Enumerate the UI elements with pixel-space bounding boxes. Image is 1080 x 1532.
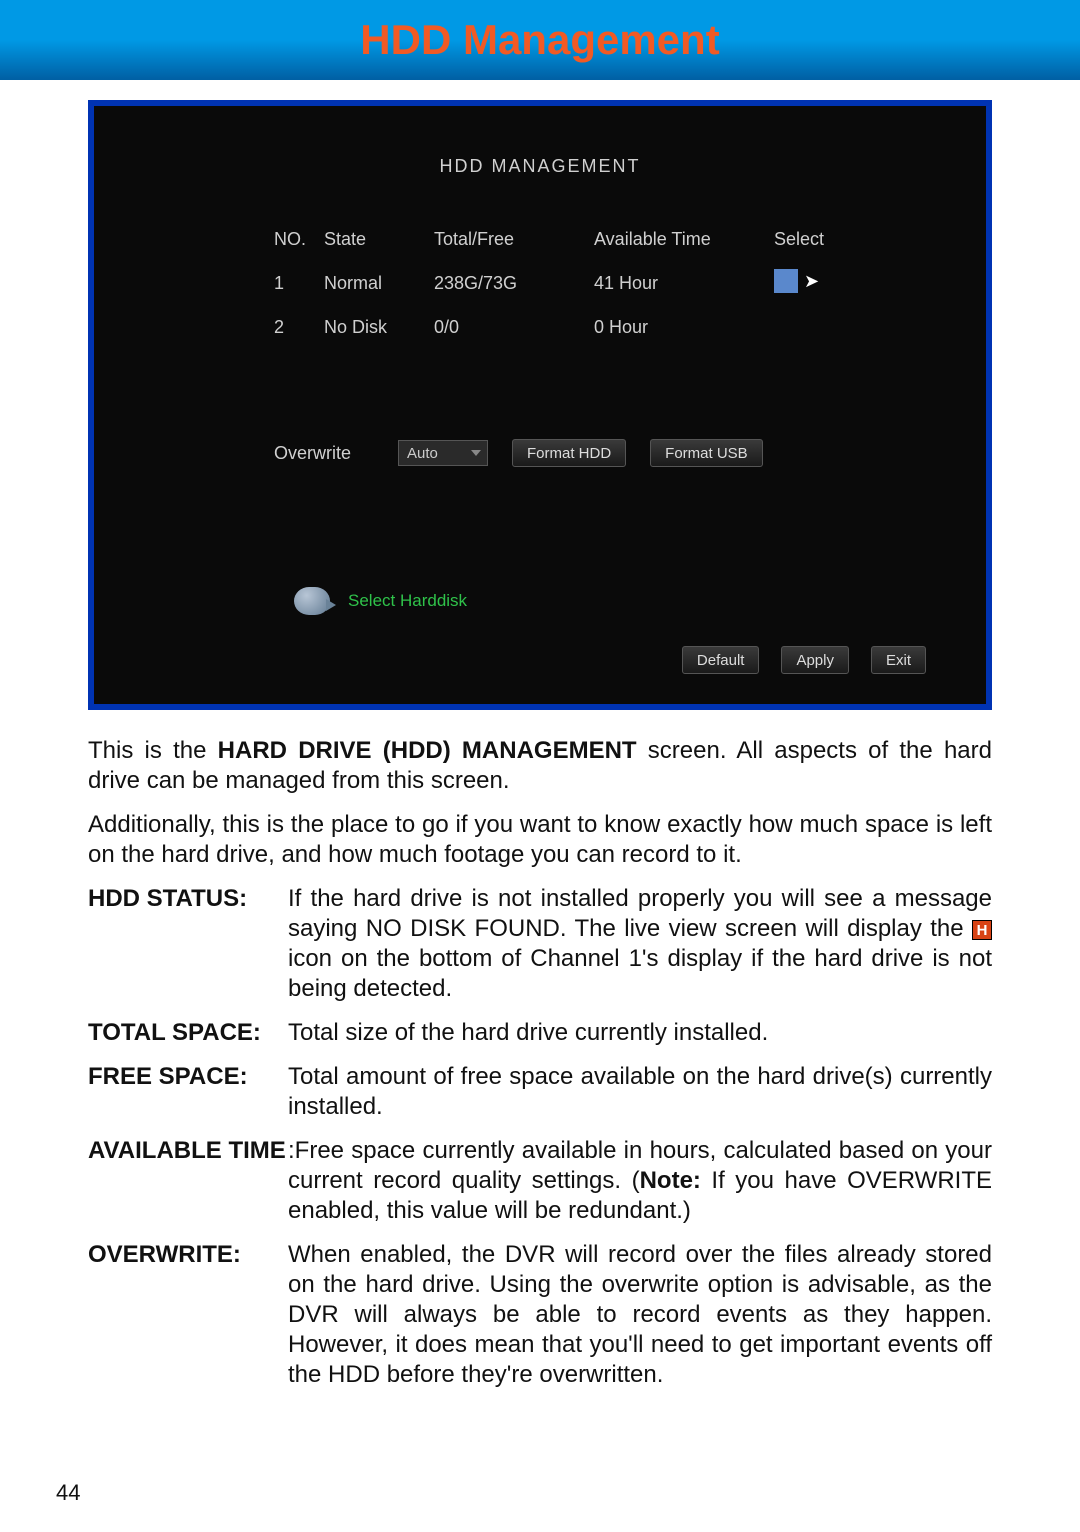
def-available-time: AVAILABLE TIME :Free space currently ava… [88,1136,992,1226]
overwrite-dropdown[interactable]: Auto [398,440,488,466]
def-overwrite: OVERWRITE: When enabled, the DVR will re… [88,1240,992,1390]
overwrite-label: Overwrite [274,443,374,464]
apply-button[interactable]: Apply [781,646,849,674]
def-desc: :Free space currently available in hours… [288,1136,992,1226]
table-row: 2 No Disk 0/0 0 Hour [274,305,906,349]
def-desc: Total amount of free space available on … [288,1062,992,1122]
default-button[interactable]: Default [682,646,760,674]
hdd-table: NO. State Total/Free Available Time Sele… [274,217,906,349]
def-term: OVERWRITE: [88,1240,288,1390]
col-no: NO. [274,229,324,250]
dvr-screenshot: HDD MANAGEMENT NO. State Total/Free Avai… [88,100,992,710]
screenshot-title: HDD MANAGEMENT [134,156,946,177]
bottom-buttons: Default Apply Exit [682,646,926,674]
page-number: 44 [56,1480,80,1506]
exit-button[interactable]: Exit [871,646,926,674]
speech-bubble-icon [294,587,330,615]
def-desc: Total size of the hard drive currently i… [288,1018,992,1048]
page-title: HDD Management [0,0,1080,80]
cell-state: No Disk [324,317,434,338]
cursor-icon: ➤ [804,271,819,292]
cell-at: 0 Hour [594,317,774,338]
page-content: HDD MANAGEMENT NO. State Total/Free Avai… [0,80,1080,1390]
format-hdd-button[interactable]: Format HDD [512,439,626,467]
format-usb-button[interactable]: Format USB [650,439,763,467]
col-sel: Select [774,229,874,250]
col-at: Available Time [594,229,774,250]
overwrite-value: Auto [407,445,438,462]
cell-tf: 238G/73G [434,273,594,294]
cell-state: Normal [324,273,434,294]
controls-row: Overwrite Auto Format HDD Format USB [274,439,946,467]
chevron-down-icon [471,450,481,456]
cell-tf: 0/0 [434,317,594,338]
col-tf: Total/Free [434,229,594,250]
table-row: 1 Normal 238G/73G 41 Hour ➤ [274,261,906,305]
def-term: TOTAL SPACE: [88,1018,288,1048]
def-desc: If the hard drive is not installed prope… [288,884,992,1004]
hint-row: Select Harddisk [294,587,946,615]
def-term: HDD STATUS: [88,884,288,1004]
paragraph-1: This is the HARD DRIVE (HDD) MANAGEMENT … [88,736,992,796]
def-term: FREE SPACE: [88,1062,288,1122]
paragraph-2: Additionally, this is the place to go if… [88,810,992,870]
cell-at: 41 Hour [594,273,774,294]
col-state: State [324,229,434,250]
header-bar: HDD Management [0,0,1080,80]
def-total-space: TOTAL SPACE: Total size of the hard driv… [88,1018,992,1048]
hint-text: Select Harddisk [348,591,467,611]
h-icon: H [972,920,992,940]
select-checkbox[interactable]: ➤ [774,269,798,293]
cell-no: 1 [274,273,324,294]
def-hdd-status: HDD STATUS: If the hard drive is not ins… [88,884,992,1004]
def-desc: When enabled, the DVR will record over t… [288,1240,992,1390]
table-header-row: NO. State Total/Free Available Time Sele… [274,217,906,261]
cell-select: ➤ [774,269,874,298]
definition-list: HDD STATUS: If the hard drive is not ins… [88,884,992,1390]
def-free-space: FREE SPACE: Total amount of free space a… [88,1062,992,1122]
def-term: AVAILABLE TIME [88,1136,288,1226]
body-text: This is the HARD DRIVE (HDD) MANAGEMENT … [88,736,992,1390]
cell-no: 2 [274,317,324,338]
